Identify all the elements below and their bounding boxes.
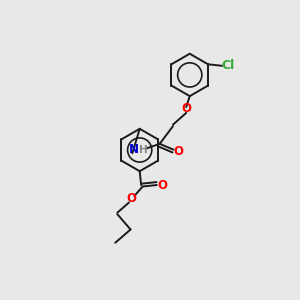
Text: O: O <box>181 102 191 115</box>
Text: O: O <box>173 145 183 158</box>
Text: O: O <box>157 178 167 191</box>
Text: H: H <box>139 145 147 155</box>
Text: O: O <box>127 192 136 206</box>
Text: N: N <box>129 143 139 156</box>
Text: Cl: Cl <box>221 59 235 72</box>
